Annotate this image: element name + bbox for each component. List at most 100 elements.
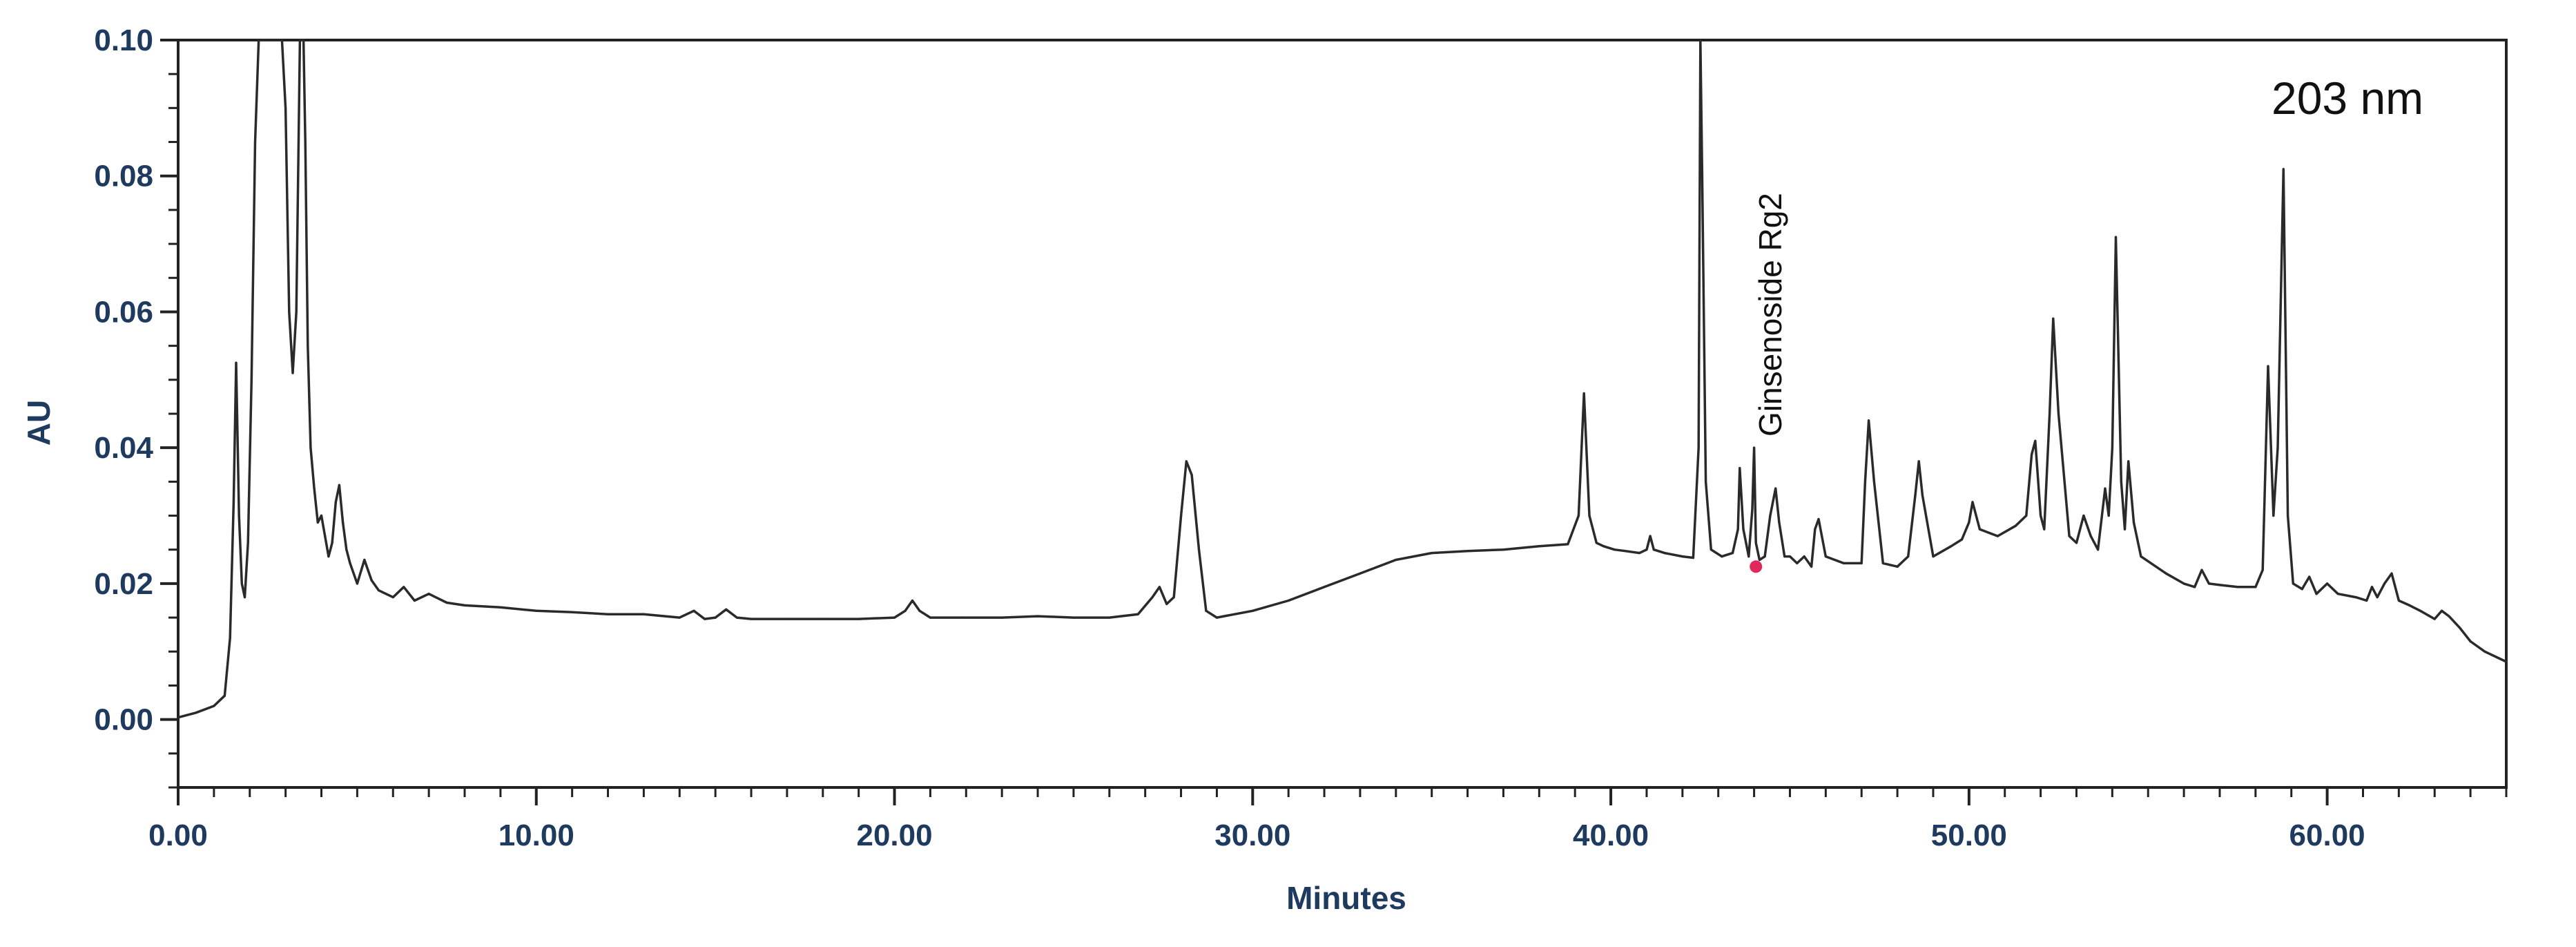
trace-point xyxy=(258,39,260,41)
trace-point xyxy=(391,596,394,599)
trace-point xyxy=(571,611,574,613)
trace-point xyxy=(1917,460,1920,463)
trace-point xyxy=(1466,550,1469,553)
trace-point xyxy=(1663,552,1666,555)
trace-point xyxy=(1778,521,1781,524)
x-tick-label: 30.00 xyxy=(1214,819,1290,852)
trace-point xyxy=(2336,593,2339,595)
trace-point xyxy=(2308,575,2311,578)
y-tick-label: 0.08 xyxy=(94,160,153,193)
trace-point xyxy=(324,535,327,537)
trace-point xyxy=(786,618,788,620)
peak-annotation-ginsenoside-rg2: Ginsenoside Rg2 xyxy=(1752,193,1788,437)
trace-point xyxy=(2326,582,2329,585)
trace-point xyxy=(253,140,257,144)
trace-point xyxy=(965,616,967,619)
trace-point xyxy=(1588,514,1591,517)
peak-marker xyxy=(1750,560,1763,573)
trace-point xyxy=(2261,568,2264,571)
trace-point xyxy=(1721,555,1723,558)
chromatogram-trace xyxy=(177,39,2507,719)
trace-point xyxy=(1136,613,1139,615)
trace-point xyxy=(714,616,717,619)
trace-point xyxy=(1205,609,1208,612)
trace-point xyxy=(1108,616,1111,619)
x-axis-ticks: 0.00 10.00 20.00 30.00 40.00 50.00 60.00 xyxy=(148,787,2508,852)
x-tick-label: 60.00 xyxy=(2289,819,2365,852)
trace-point xyxy=(1796,562,1799,565)
trace-point xyxy=(1697,446,1700,449)
trace-point xyxy=(307,345,309,347)
trace-point xyxy=(2459,626,2461,629)
trace-point xyxy=(1577,514,1580,517)
trace-point xyxy=(1705,480,1707,484)
trace-point xyxy=(2107,514,2110,517)
trace-point xyxy=(2097,548,2100,551)
trace-point xyxy=(2354,596,2357,599)
trace-point xyxy=(238,514,240,517)
x-tick-label: 40.00 xyxy=(1573,819,1649,852)
trace-point xyxy=(893,616,896,619)
trace-point xyxy=(1323,586,1326,589)
trace-point xyxy=(2014,524,2017,527)
trace-point xyxy=(2034,439,2037,442)
trace-point xyxy=(1190,473,1193,477)
trace-point xyxy=(232,501,235,504)
trace-point xyxy=(403,586,405,589)
trace-point xyxy=(1502,548,1504,551)
trace-point xyxy=(1758,558,1761,562)
trace-point xyxy=(1751,508,1754,510)
trace-point xyxy=(298,39,301,41)
trace-point xyxy=(313,487,316,490)
trace-point xyxy=(2441,609,2443,612)
trace-point xyxy=(693,609,695,612)
trace-point xyxy=(2049,412,2051,415)
trace-point xyxy=(352,572,355,575)
trace-point xyxy=(250,379,253,381)
trace-point xyxy=(309,446,312,449)
trace-point xyxy=(2200,568,2203,571)
trace-point xyxy=(1215,616,1218,619)
trace-point xyxy=(1165,602,1168,606)
trace-point xyxy=(1996,535,1999,537)
trace-point xyxy=(304,140,307,144)
trace-point xyxy=(1863,480,1866,484)
x-tick-label: 20.00 xyxy=(856,819,932,852)
trace-point xyxy=(2505,660,2508,663)
trace-point xyxy=(2292,582,2294,585)
trace-point xyxy=(2390,572,2393,575)
trace-point xyxy=(349,562,351,565)
x-axis-title: Minutes xyxy=(1286,880,1406,916)
trace-point xyxy=(678,616,681,619)
trace-point xyxy=(2408,604,2411,607)
y-tick-label: 0.04 xyxy=(94,431,153,465)
trace-point xyxy=(1036,615,1039,618)
trace-point xyxy=(1595,542,1598,544)
trace-point xyxy=(2365,599,2368,602)
trace-point xyxy=(911,599,914,602)
trace-point xyxy=(300,39,303,41)
trace-point xyxy=(2483,650,2486,653)
trace-point xyxy=(1872,480,1875,484)
trace-point xyxy=(2397,599,2400,602)
trace-point xyxy=(1185,460,1188,463)
trace-point xyxy=(2089,535,2092,537)
y-axis-ticks: 0.00 0.02 0.04 0.06 0.08 0.10 xyxy=(94,23,178,789)
x-tick-label: 10.00 xyxy=(498,819,574,852)
trace-point xyxy=(929,616,931,619)
trace-point xyxy=(2043,528,2046,530)
trace-point xyxy=(1359,572,1362,575)
trace-point xyxy=(177,716,180,719)
trace-point xyxy=(338,484,340,486)
trace-point xyxy=(1602,545,1605,548)
trace-point xyxy=(1742,528,1745,530)
trace-point xyxy=(750,618,753,620)
trace-point xyxy=(1753,446,1756,449)
x-tick-label: 0.00 xyxy=(148,819,208,852)
trace-point xyxy=(1921,494,1924,497)
trace-point xyxy=(2287,514,2289,517)
trace-point xyxy=(1868,419,1870,422)
trace-point xyxy=(463,604,466,607)
trace-point xyxy=(246,542,249,544)
